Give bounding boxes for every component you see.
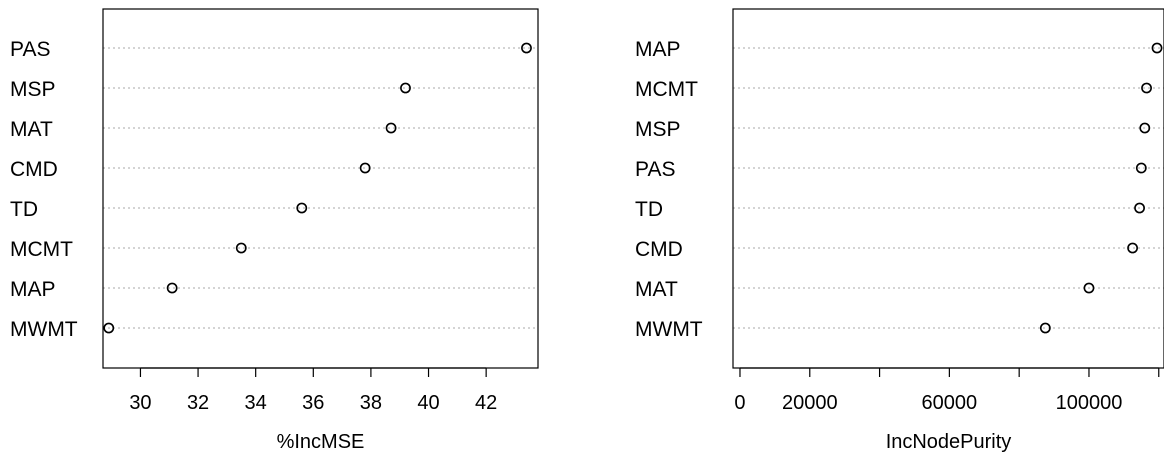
panel-2-data-point [1134, 202, 1145, 214]
panel-2-data-point [1083, 282, 1095, 294]
panel-2-category-label: TD [635, 198, 663, 221]
panel-1-category-label: CMD [10, 158, 58, 181]
panel-2-data-point [1039, 322, 1051, 334]
panel-1-category-label: MAT [10, 118, 53, 141]
panel-1-data-point [296, 202, 308, 214]
panel-2-x-axis-label: IncNodePurity [886, 431, 1012, 453]
panel-1-data-point [103, 322, 115, 334]
panel-1-x-tick-label: 40 [417, 392, 439, 414]
panel-1-x-tick-label: 38 [360, 392, 382, 414]
panel-2-data-point [1127, 242, 1138, 254]
panel-1-x-tick-label: 36 [302, 392, 324, 414]
panel-2-x-tick-label: 60000 [922, 392, 978, 414]
panel-1-category-label: MSP [10, 78, 56, 101]
panel-2-x-tick-label: 100000 [1056, 392, 1123, 414]
panel-1-data-point [521, 42, 532, 54]
panel-2-x-tick-label: 0 [734, 392, 745, 414]
panel-2-category-label: PAS [635, 158, 675, 181]
panel-1-x-tick-label: 32 [187, 392, 209, 414]
panel-1-data-point [359, 162, 371, 174]
panel-2-category-label: MSP [635, 118, 681, 141]
panel-1-data-point [166, 282, 178, 294]
panel-2-data-point [1141, 82, 1152, 94]
panel-1-data-point [235, 242, 247, 254]
panel-2-x-tick-label: 20000 [782, 392, 838, 414]
panel-2-category-label: MAP [635, 38, 681, 61]
panel-1-x-tick-label: 42 [475, 392, 497, 414]
panel-1-category-label: MCMT [10, 238, 73, 261]
panel-2-category-label: MWMT [635, 318, 703, 341]
panel-2-data-point [1139, 122, 1151, 134]
panel-2-data-point [1151, 42, 1163, 54]
panel-1-category-label: MWMT [10, 318, 78, 341]
panel-2-plot-frame [732, 8, 1164, 369]
panel-1-plot-frame [102, 8, 539, 369]
panel-1-category-label: PAS [10, 38, 50, 61]
panel-2-category-label: MAT [635, 278, 678, 301]
panel-2-data-point [1135, 162, 1147, 174]
panel-2-category-label: MCMT [635, 78, 698, 101]
panel-1-category-label: MAP [10, 278, 56, 301]
panel-2-category-label: CMD [635, 238, 683, 261]
panel-1-x-tick-label: 34 [245, 392, 267, 414]
panel-1-x-tick-label: 30 [129, 392, 151, 414]
panel-1-data-point [400, 82, 411, 94]
panel-1-category-label: TD [10, 198, 38, 221]
panel-1-data-point [385, 122, 397, 134]
panel-1-x-axis-label: %IncMSE [277, 431, 365, 453]
